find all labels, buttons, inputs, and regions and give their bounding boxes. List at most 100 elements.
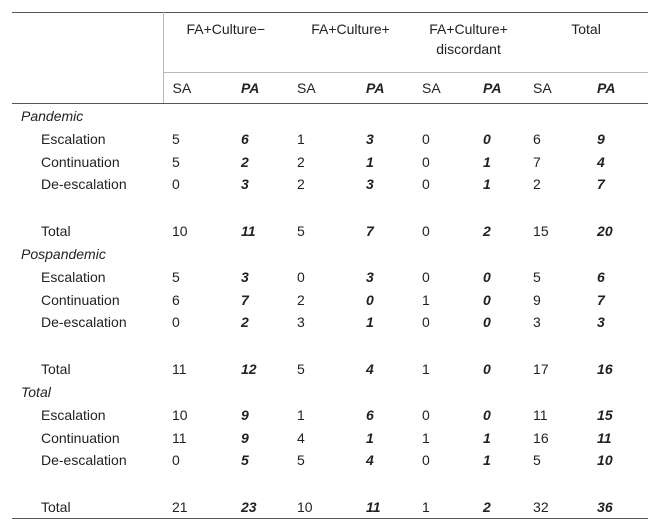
row-label: Total — [12, 495, 163, 519]
sub-header-pa: PA — [469, 72, 525, 104]
sa-value-cell: 1 — [413, 495, 470, 519]
pa-value-cell: 4 — [366, 360, 374, 377]
group-header-fa-culture-neg: FA+Culture− — [163, 12, 289, 73]
pa-value-cell: 4 — [366, 452, 374, 468]
pa-value-cell: 1 — [483, 176, 491, 192]
row-label: Continuation — [41, 291, 120, 308]
pa-value-cell: 3 — [366, 176, 374, 192]
pa-value-cell: 36 — [583, 495, 649, 519]
sub-header-pa: PA — [352, 72, 414, 104]
table-row: Total 11 12 5 4 1 0 17 16 — [12, 357, 648, 380]
pa-value-cell: 1 — [366, 153, 374, 170]
pa-value-cell: 11 — [352, 495, 414, 519]
section-row: Total — [12, 380, 648, 403]
pa-value-cell: 0 — [366, 291, 374, 308]
sa-value-cell: 1 — [422, 291, 430, 308]
sa-value-cell: 5 — [172, 130, 180, 147]
pa-value-cell: 4 — [597, 153, 605, 170]
group-header-discordant: FA+Culture+ discordant — [413, 12, 525, 73]
pa-value-cell: 1 — [366, 429, 374, 446]
corner-cell — [12, 12, 164, 73]
row-label: Continuation — [41, 153, 120, 170]
table-row: Continuation 6 7 2 0 1 0 9 7 — [12, 288, 648, 311]
sa-value-cell: 11 — [172, 360, 187, 377]
sub-header-sa: SA — [413, 72, 470, 104]
sa-value-cell: 4 — [297, 429, 305, 446]
pa-value-cell: 6 — [241, 130, 249, 147]
row-label: De-escalation — [41, 452, 127, 468]
row-label: Escalation — [41, 406, 106, 423]
sa-value-cell: 10 — [288, 495, 353, 519]
pa-value-cell: 0 — [483, 406, 491, 423]
corner-cell-sub — [12, 72, 164, 104]
pa-value-cell: 10 — [597, 452, 613, 468]
sa-value-cell: 0 — [422, 406, 430, 423]
pa-value-cell: 0 — [483, 360, 491, 377]
pa-value-cell: 1 — [483, 153, 491, 170]
row-label: Total — [41, 222, 71, 239]
section-title: Total — [21, 383, 51, 400]
pa-value-cell: 3 — [241, 268, 249, 285]
sa-value-cell: 5 — [297, 222, 305, 239]
sa-value-cell: 6 — [172, 291, 180, 308]
section-row: Pandemic — [12, 104, 648, 128]
group-header-fa-culture-pos: FA+Culture+ — [288, 12, 414, 73]
pa-value-cell: 3 — [241, 176, 249, 192]
sa-value-cell: 1 — [422, 360, 430, 377]
pa-value-cell: 0 — [483, 268, 491, 285]
table-row: De-escalation 0 2 3 1 0 0 3 3 — [12, 311, 648, 357]
table-row: Total 10 11 5 7 0 2 15 20 — [12, 219, 648, 242]
pa-value-cell: 7 — [597, 176, 605, 192]
pa-value-cell: 9 — [241, 429, 249, 446]
pa-value-cell: 12 — [241, 360, 257, 377]
group-header-total: Total — [524, 12, 649, 73]
table-row: Continuation 11 9 4 1 1 1 16 11 — [12, 426, 648, 449]
sa-value-cell: 9 — [533, 291, 541, 308]
table-row: Escalation 10 9 1 6 0 0 11 15 — [12, 403, 648, 426]
pa-value-cell: 11 — [241, 222, 256, 239]
sa-value-cell: 21 — [163, 495, 227, 519]
sa-value-cell: 1 — [422, 429, 430, 446]
sa-value-cell: 5 — [297, 452, 305, 468]
pa-value-cell: 3 — [366, 130, 374, 147]
pa-value-cell: 3 — [597, 314, 605, 330]
sa-value-cell: 32 — [524, 495, 584, 519]
pa-value-cell: 1 — [483, 429, 491, 446]
table-row: Total 21 23 10 11 1 2 32 36 — [12, 495, 649, 519]
pa-value-cell: 6 — [366, 406, 374, 423]
row-label: Total — [41, 360, 71, 377]
sa-value-cell: 1 — [297, 130, 305, 147]
pa-value-cell: 9 — [241, 406, 249, 423]
sa-value-cell: 11 — [533, 406, 548, 423]
sa-value-cell: 16 — [533, 429, 549, 446]
sa-value-cell: 5 — [533, 268, 541, 285]
pa-value-cell: 11 — [597, 429, 612, 446]
pa-value-cell: 15 — [597, 406, 613, 423]
sub-header-row: SA PA SA PA SA PA SA PA — [12, 72, 649, 104]
sa-value-cell: 0 — [172, 314, 180, 330]
pa-value-cell: 7 — [366, 222, 374, 239]
section-row: Pospandemic — [12, 242, 648, 265]
pa-value-cell: 16 — [597, 360, 613, 377]
sa-value-cell: 2 — [297, 291, 305, 308]
sa-value-cell: 10 — [172, 406, 188, 423]
pa-value-cell: 3 — [366, 268, 374, 285]
sa-value-cell: 15 — [533, 222, 549, 239]
pa-value-cell: 2 — [241, 153, 249, 170]
table-header: FA+Culture− FA+Culture+ FA+Culture+ disc… — [12, 12, 649, 104]
sa-value-cell: 0 — [297, 268, 305, 285]
pa-value-cell: 5 — [241, 452, 249, 468]
sa-value-cell: 0 — [422, 130, 430, 147]
sub-header-sa: SA — [288, 72, 353, 104]
pa-value-cell: 2 — [241, 314, 249, 330]
section-title: Pospandemic — [21, 245, 106, 262]
pa-value-cell: 9 — [597, 130, 605, 147]
table-row: Escalation 5 6 1 3 0 0 6 9 — [12, 127, 648, 150]
row-label: De-escalation — [41, 176, 127, 192]
sa-value-cell: 5 — [172, 268, 180, 285]
sa-value-cell: 0 — [422, 222, 430, 239]
sa-value-cell: 0 — [172, 176, 180, 192]
pa-value-cell: 2 — [483, 222, 491, 239]
sa-value-cell: 7 — [533, 153, 541, 170]
